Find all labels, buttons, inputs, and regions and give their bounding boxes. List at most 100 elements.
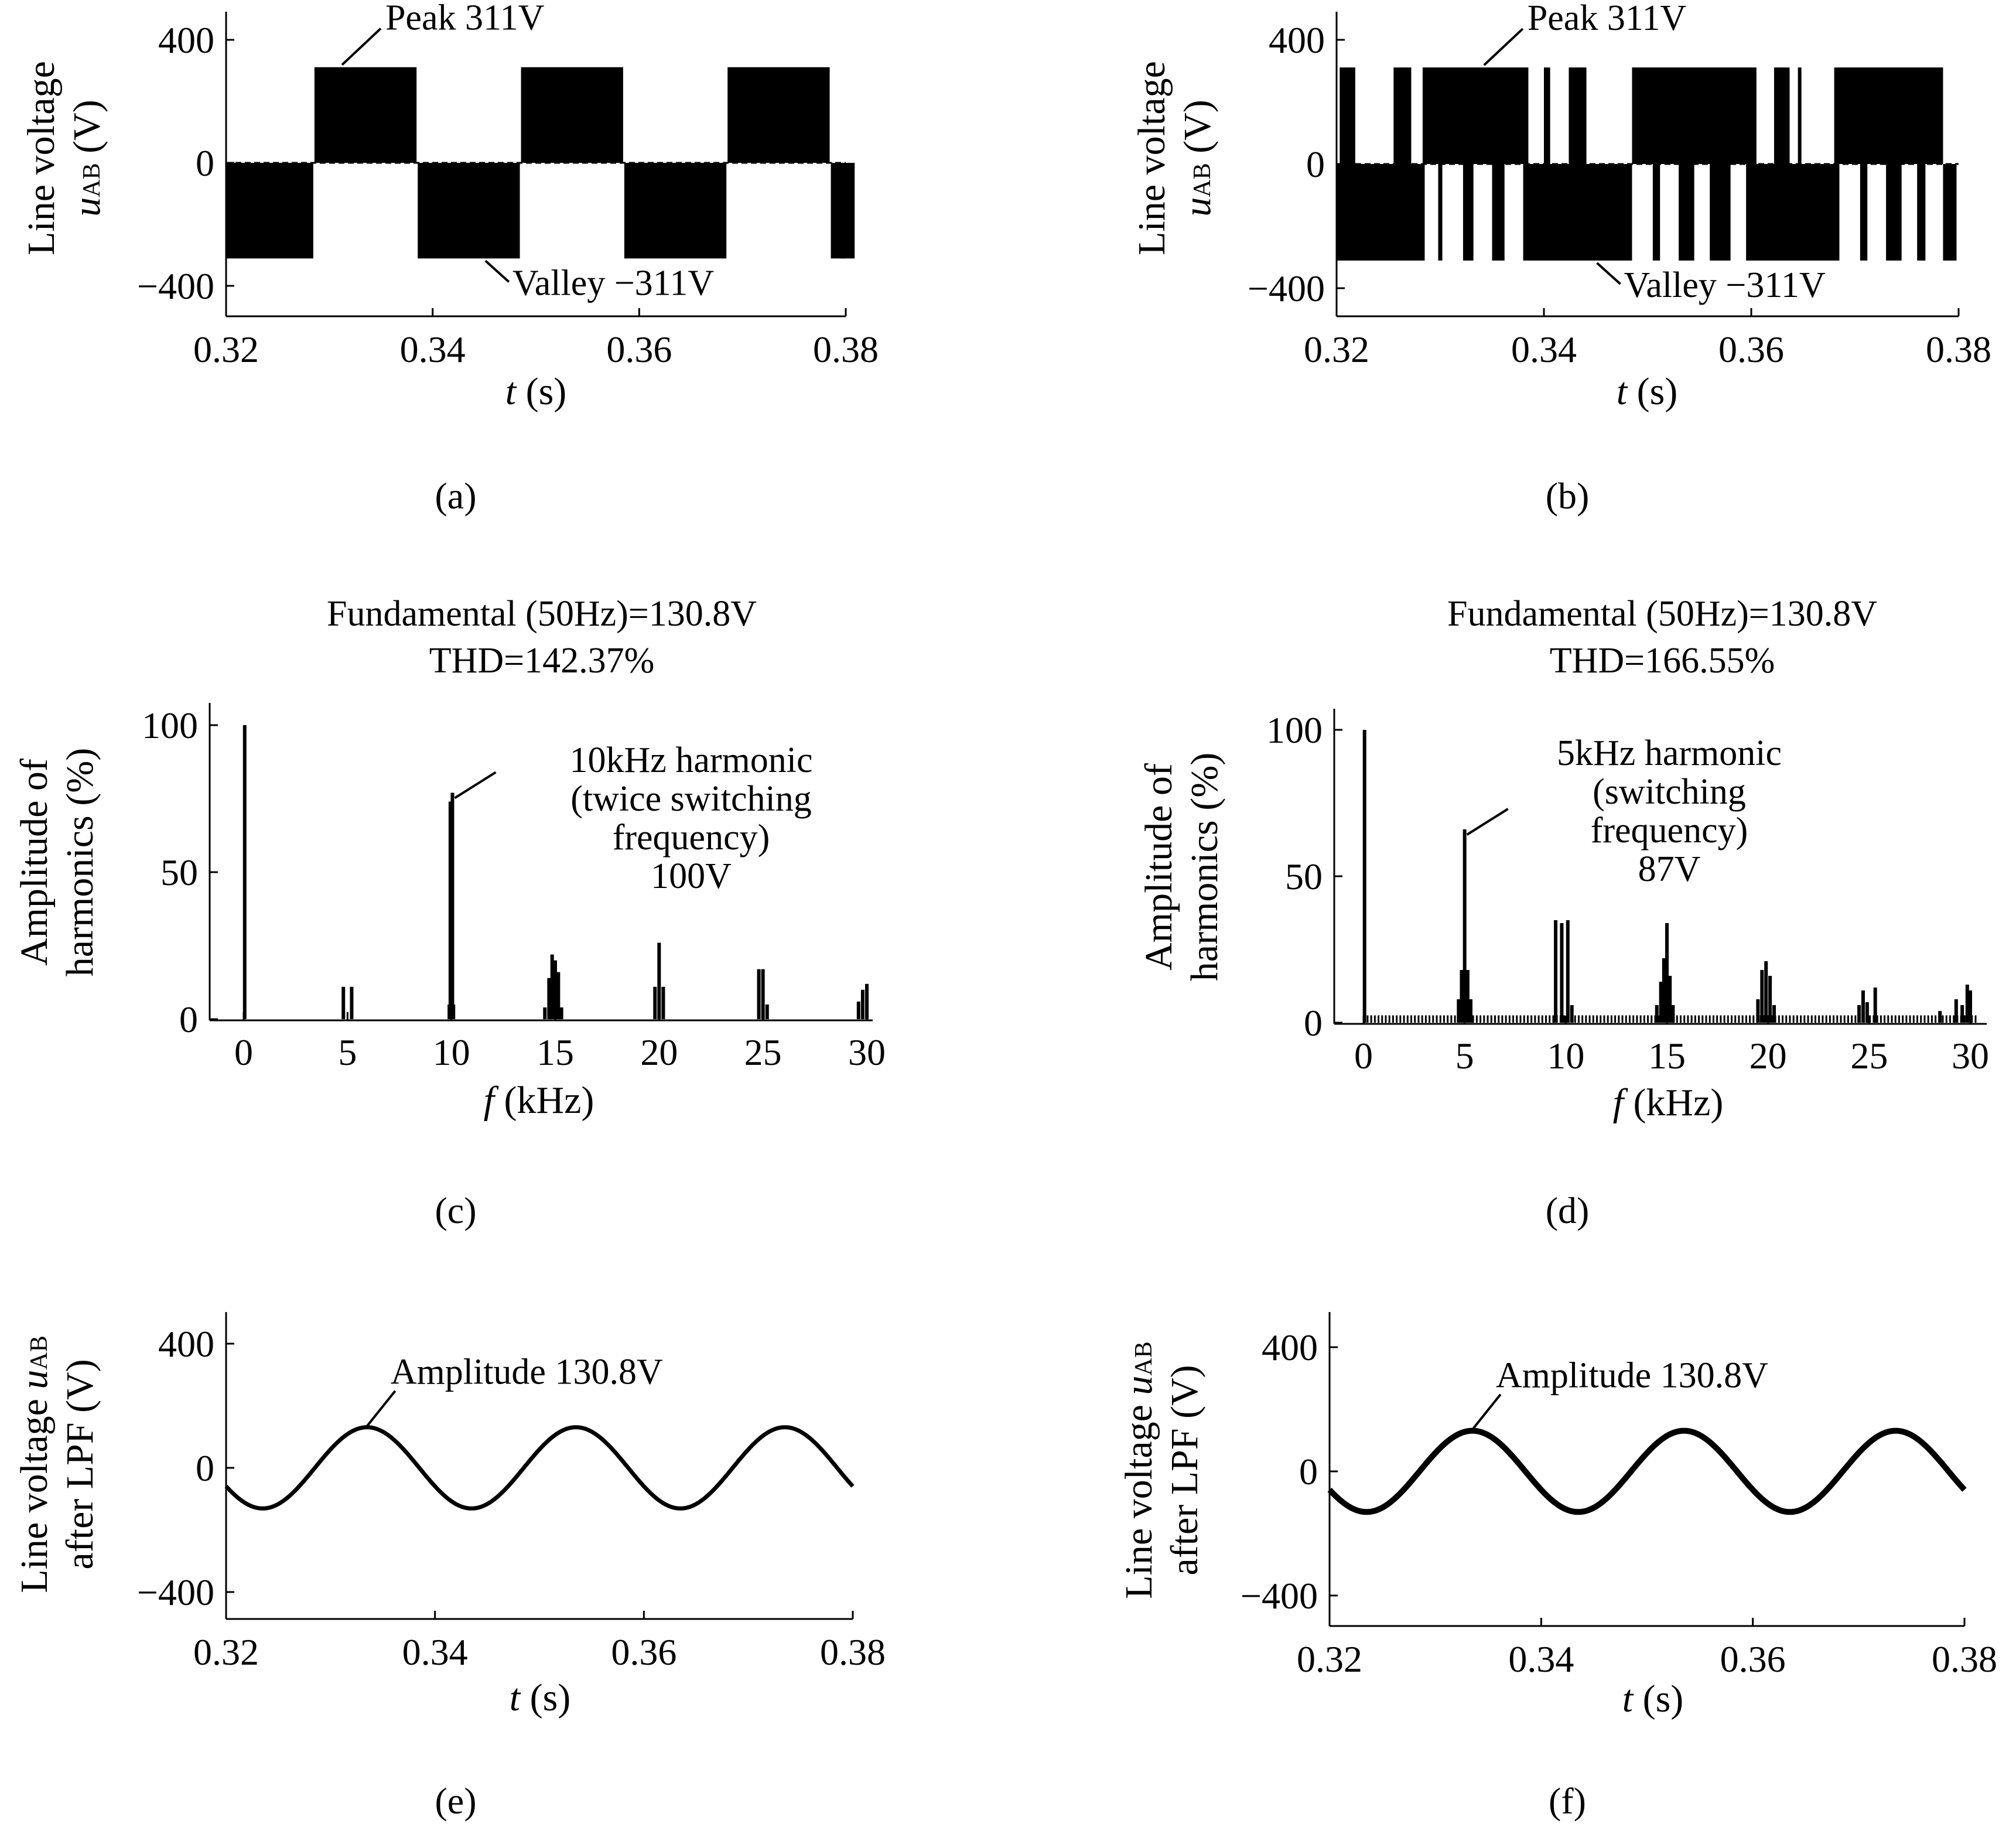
panel-d-noise-bar <box>1577 1015 1580 1023</box>
panel-d-noise-bar <box>1530 1015 1533 1023</box>
panel-d-noise-bar <box>1643 1015 1645 1023</box>
panel-d-noise-bar <box>1399 1015 1402 1023</box>
panel-d-noise-bar <box>1607 1015 1609 1023</box>
panel-a-xtick-label: 0.36 <box>606 329 672 370</box>
panel-d-xtick-label: 0 <box>1354 1035 1373 1077</box>
panel-d-noise-bar <box>1796 1015 1798 1023</box>
panel-d-noise-bar <box>1676 1015 1678 1023</box>
panel-d-noise-bar <box>1388 1015 1390 1023</box>
panel-d-noise-bar <box>1923 1015 1926 1023</box>
panel-f-xtick-label: 0.38 <box>1932 1638 1997 1680</box>
panel-d-noise-bar <box>1651 1015 1653 1023</box>
panel-c-harmonic-bar <box>543 1007 547 1019</box>
panel-d-noise-bar <box>1741 1015 1744 1023</box>
panel-d-harmonic-bar <box>1457 999 1461 1023</box>
panel-e-xtick-label: 0.36 <box>611 1631 676 1673</box>
panel-d-noise-bar <box>1512 1015 1515 1023</box>
panel-d-harmonic-bar <box>1560 923 1564 1023</box>
panel-d-harmonic-bar <box>1873 988 1877 1023</box>
panel-a-ylabel-unit: (V) <box>66 100 108 153</box>
panel-d-noise-bar <box>1810 1015 1813 1023</box>
panel-d-xtick-label: 20 <box>1750 1035 1787 1077</box>
panel-d-noise-bar <box>1432 1015 1434 1023</box>
panel-d-noise-bar <box>1851 1015 1853 1023</box>
panel-b-ytick-label: 0 <box>1306 144 1325 185</box>
panel-a-pulse-block <box>314 67 417 163</box>
panel-b-xlabel-gap <box>1627 370 1637 413</box>
panel-d-noise-bar <box>1636 1015 1638 1023</box>
panel-d-noise-bar <box>1887 1015 1889 1023</box>
panel-d-noise-bar <box>1745 1015 1747 1023</box>
panel-d-noise-bar <box>1632 1015 1635 1023</box>
panel-d-xtick-label: 30 <box>1952 1035 1989 1077</box>
panel-c-title-line2: THD=142.37% <box>429 641 655 681</box>
panel-a-xlabel-var: t <box>505 370 517 413</box>
panel-d-harmonic-bar <box>1668 976 1672 1023</box>
panel-b-ylabel-sub: AB <box>1189 163 1216 197</box>
panel-d-noise-bar <box>1785 1015 1788 1023</box>
panel-d-noise-bar <box>1519 1015 1522 1023</box>
panel-d-noise-bar <box>1552 1015 1554 1023</box>
panel-f-ylabel-text: Line voltage <box>1118 1405 1160 1599</box>
panel-f-xlabel-unit: (s) <box>1643 1678 1684 1720</box>
panel-f-ylabel-var: u <box>1118 1376 1160 1395</box>
panel-b-pulse-block <box>1492 164 1505 261</box>
panel-c-title-line1: Fundamental (50Hz)=130.8V <box>327 594 757 634</box>
panel-f-xtick-label: 0.36 <box>1720 1638 1786 1680</box>
panel-c-harmonic-bar <box>865 983 869 1019</box>
panel-d-noise-bar <box>1647 1015 1649 1023</box>
panel-a-ylabel-line1: Line voltage <box>20 61 63 255</box>
panel-a-peak-leader <box>341 28 382 66</box>
panel-c-harmonic-bar <box>448 801 452 1019</box>
panel-b-pulse-block <box>1652 164 1660 261</box>
panel-d-noise-bar <box>1705 1015 1707 1023</box>
panel-d-noise-bar <box>1880 1015 1882 1023</box>
panel-d-noise-bar <box>1709 1015 1711 1023</box>
panel-b-peak-leader <box>1483 28 1524 66</box>
panel-d-noise-bar <box>1436 1015 1438 1023</box>
panel-f-caption: (f) <box>1549 1780 1586 1822</box>
panel-e-ylabel-sub: AB <box>26 1335 53 1369</box>
panel-c-harmonic-bar <box>856 1001 860 1019</box>
panel-c-harmonic-bar <box>452 1004 456 1019</box>
panel-d-harmonic-bar <box>1954 999 1958 1023</box>
panel-c-harmonic-bar <box>761 969 765 1019</box>
panel-d-noise-bar <box>1829 1015 1831 1023</box>
panel-c-ytick-label: 0 <box>179 999 198 1040</box>
panel-d-noise-bar <box>1840 1015 1842 1023</box>
panel-a-ytick-label: 400 <box>158 19 214 61</box>
panel-d-noise-bar <box>1549 1015 1551 1023</box>
panel-f-xtick-label: 0.34 <box>1508 1638 1574 1680</box>
panel-d-noise-bar <box>1898 1015 1900 1023</box>
panel-d-noise-bar <box>1639 1015 1642 1023</box>
panel-c-annotation-line: 10kHz harmonic <box>570 740 813 780</box>
panel-b-pulse-block <box>1798 67 1802 164</box>
panel-d-noise-bar <box>1450 1015 1453 1023</box>
panel-e-filtered-waveform: −400 0 400 0.32 0.34 0.36 0.38 Amplitude 130.8V… <box>13 1312 886 1822</box>
panel-d-noise-bar <box>1628 1015 1631 1023</box>
panel-c-ytick-label: 100 <box>142 705 198 746</box>
panel-d-noise-bar <box>1690 1015 1693 1023</box>
panel-f-ylabel-line2: after LPF (V) <box>1163 1365 1206 1575</box>
panel-a-ylabel-line2: uAB (V) <box>66 100 108 216</box>
panel-c-xtick-label: 10 <box>433 1031 470 1073</box>
panel-d-plot-area: 0 50 100 0 5 10 15 20 25 30 5kHz harmonic(switchin… <box>1266 709 1989 1077</box>
panel-d-noise-bar <box>1894 1015 1897 1023</box>
panel-a-ylabel-var: u <box>66 197 108 217</box>
panel-f-sine-trace <box>1327 1427 1967 1515</box>
panel-b-pulse-block <box>1544 67 1550 164</box>
panel-d-noise-bar <box>1814 1015 1816 1023</box>
panel-d-noise-bar <box>1545 1015 1547 1023</box>
panel-d-title-line1: Fundamental (50Hz)=130.8V <box>1447 594 1877 634</box>
panel-e-sine-trace <box>224 1425 855 1511</box>
panel-c-caption: (c) <box>435 1190 476 1231</box>
panel-d-harmonic-bar <box>1938 1011 1942 1023</box>
panel-f-xtick-label: 0.32 <box>1297 1638 1362 1680</box>
panel-b-pulse-block <box>1860 164 1868 261</box>
panel-c-harmonic-bar <box>757 969 761 1019</box>
panel-d-noise-bar <box>1526 1015 1529 1023</box>
panel-d-noise-bar <box>1963 1015 1966 1023</box>
panel-d-noise-bar <box>1501 1015 1504 1023</box>
panel-d-harmonic-bar <box>1969 990 1972 1023</box>
panel-e-xtick-label: 0.34 <box>402 1631 468 1673</box>
